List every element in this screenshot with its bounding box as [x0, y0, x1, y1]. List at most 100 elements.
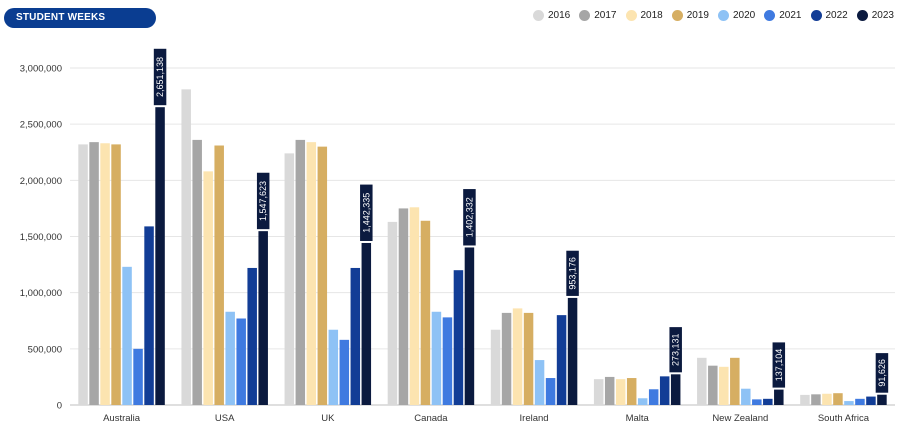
data-label-box — [256, 172, 270, 230]
legend-label: 2017 — [594, 10, 617, 21]
bar-2022 — [556, 315, 567, 405]
category-label: New Zealand — [712, 413, 768, 424]
bar-2016 — [284, 153, 295, 405]
data-label: 1,547,623 — [258, 181, 268, 221]
bar-2016 — [490, 329, 501, 405]
legend-swatch — [579, 10, 591, 21]
bar-2018 — [822, 393, 832, 405]
category-label: Canada — [414, 413, 448, 424]
legend-swatch — [810, 10, 822, 21]
legend-swatch — [671, 10, 683, 21]
bar-2016 — [387, 221, 398, 405]
bar-2016 — [78, 144, 88, 406]
y-tick-label: 2,500,000 — [20, 120, 62, 131]
chart-title: STUDENT WEEKS — [4, 8, 156, 28]
legend-label: 2023 — [871, 10, 894, 21]
legend: 2016 2017 2018 2019 2020 2021 2022 2023 — [533, 10, 894, 21]
legend-item-2022: 2022 — [810, 10, 848, 21]
legend-swatch — [625, 10, 637, 21]
bar-2018 — [409, 207, 420, 405]
bar-2022 — [763, 398, 773, 405]
legend-item-2017: 2017 — [579, 10, 617, 21]
legend-item-2016: 2016 — [533, 10, 570, 21]
legend-label: 2021 — [779, 10, 802, 21]
bar-2020 — [844, 401, 854, 405]
bar-2023 — [567, 297, 578, 405]
bar-2018 — [306, 142, 317, 405]
data-label: 1,442,335 — [361, 193, 371, 233]
bar-2021 — [339, 339, 350, 405]
legend-item-2023: 2023 — [856, 10, 894, 21]
legend-item-2018: 2018 — [625, 10, 663, 21]
bar-2019 — [833, 393, 843, 405]
bar-2018 — [719, 366, 729, 405]
bar-2023 — [877, 394, 887, 405]
bar-2021 — [545, 378, 556, 405]
bar-2018 — [615, 379, 626, 405]
category-label: UK — [321, 413, 335, 424]
data-label-box — [566, 250, 579, 296]
bar-2020 — [431, 311, 442, 405]
y-tick-label: 1,000,000 — [20, 288, 62, 299]
bar-2017 — [89, 142, 99, 405]
bar-2016 — [697, 357, 707, 405]
bar-2022 — [866, 396, 876, 405]
bar-2019 — [730, 357, 740, 405]
bar-2020 — [328, 329, 339, 405]
category-label: Australia — [103, 413, 141, 424]
bar-2016 — [593, 379, 604, 405]
bar-2019 — [317, 146, 328, 405]
data-label-box — [875, 353, 889, 393]
bar-2021 — [133, 348, 143, 405]
bar-2020 — [225, 311, 235, 405]
bar-2019 — [111, 144, 121, 406]
bar-2017 — [398, 208, 409, 405]
category-label: Malta — [626, 413, 650, 424]
bar-2022 — [659, 376, 670, 405]
bar-2020 — [637, 398, 648, 405]
bar-2017 — [501, 312, 512, 405]
y-tick-label: 3,000,000 — [20, 64, 62, 75]
data-label-box — [360, 184, 373, 241]
data-label: 2,651,138 — [155, 57, 165, 97]
bar-2019 — [626, 378, 637, 405]
bar-2018 — [203, 171, 213, 405]
y-tick-label: 1,500,000 — [20, 232, 62, 243]
bar-2023 — [155, 107, 165, 405]
data-label: 273,131 — [671, 333, 681, 366]
bar-2023 — [464, 247, 475, 405]
data-label: 953,176 — [568, 257, 578, 290]
legend-swatch — [533, 10, 544, 21]
legend-swatch — [764, 10, 776, 21]
data-label-box — [669, 327, 682, 373]
legend-item-2019: 2019 — [671, 10, 709, 21]
bar-2022 — [144, 226, 154, 405]
legend-item-2021: 2021 — [764, 10, 802, 21]
bar-2021 — [236, 318, 246, 405]
data-label: 1,402,332 — [464, 197, 474, 237]
category-label: Ireland — [520, 413, 549, 424]
bar-2018 — [100, 143, 110, 405]
y-tick-label: 500,000 — [28, 344, 62, 355]
bar-2023 — [361, 242, 372, 405]
data-label-box — [772, 342, 786, 388]
bar-2021 — [855, 398, 865, 405]
legend-swatch — [856, 10, 868, 21]
legend-label: 2016 — [548, 10, 571, 21]
bar-2023 — [258, 231, 268, 405]
legend-swatch — [718, 10, 729, 21]
category-label: South Africa — [818, 413, 870, 424]
bar-2023 — [670, 374, 681, 405]
data-label-box — [463, 189, 476, 246]
bar-2016 — [181, 89, 191, 406]
bar-2020 — [741, 388, 751, 405]
y-tick-label: 2,000,000 — [20, 176, 62, 187]
bar-2023 — [774, 389, 784, 405]
bar-2018 — [512, 308, 523, 405]
legend-item-2020: 2020 — [718, 10, 755, 21]
legend-label: 2022 — [825, 10, 848, 21]
data-label: 91,626 — [877, 359, 887, 387]
legend-label: 2020 — [733, 10, 756, 21]
data-label-box — [153, 48, 167, 106]
